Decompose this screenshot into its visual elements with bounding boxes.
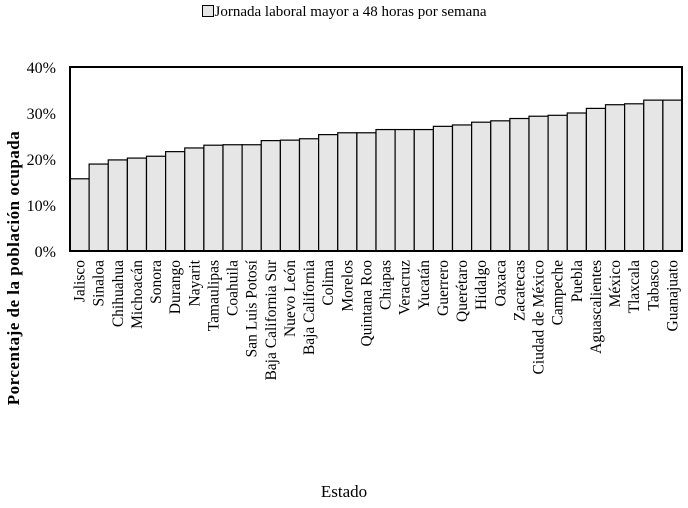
bar [184,147,205,252]
x-tick-label: Tabasco [645,260,662,311]
x-tick-label: Baja California [301,260,318,355]
bar [394,128,415,252]
bar [624,103,645,252]
x-tick-label: Puebla [569,260,586,302]
x-tick-label: Jalisco [72,260,89,302]
bar [413,128,434,252]
bar [203,144,224,252]
bar [337,132,358,252]
x-tick-label: Durango [167,260,184,314]
x-tick-label: San Luis Potosí [244,259,261,357]
x-tick-label: Hidalgo [473,260,490,310]
bar [165,151,186,252]
x-tick-label: Guanajuato [664,260,681,332]
legend-swatch [201,5,214,17]
legend: Jornada laboral mayor a 48 horas por sem… [0,4,688,21]
bar [126,157,148,252]
x-tick-label: Baja California Sur [263,259,280,380]
x-tick-label: Querétaro [454,260,471,322]
plot-frame [69,66,683,252]
x-tick-label: Aguascalientes [588,260,605,354]
x-tick-label: Nayarit [186,259,203,306]
x-tick-label: Tlaxcala [626,260,643,313]
bar [585,107,607,252]
bar [471,121,492,252]
bar [298,138,320,252]
bar [375,128,396,252]
x-tick-label: Sonora [148,260,165,304]
bar [662,99,683,252]
bar [260,140,281,252]
bar [88,163,109,252]
x-tick-label: Colima [320,260,337,306]
x-tick-label: Guerrero [435,260,452,316]
bar [509,117,530,252]
x-tick-label: México [607,260,624,308]
bar [432,125,454,252]
bar [566,112,587,252]
bar [547,114,568,252]
y-tick-label: 0% [35,244,56,261]
bar [318,134,339,252]
legend-label: Jornada laboral mayor a 48 horas por sem… [214,4,487,20]
x-tick-label: Oaxaca [492,260,509,307]
x-tick-label: Michoacán [129,260,146,329]
x-tick-label: Coahuila [225,260,242,316]
bar [451,124,473,252]
x-tick-label: Campeche [550,260,567,326]
bar [643,99,664,252]
x-tick-label: Morelos [339,260,356,312]
y-tick-label: 10% [27,198,56,215]
bar [145,155,167,252]
x-tick-label: Yucatán [416,260,433,310]
bar [69,178,90,252]
x-tick-label: Quintana Roo [358,260,375,347]
x-tick-label: Nuevo León [282,260,299,337]
x-axis-label: Estado [320,482,368,501]
x-tick-label: Veracruz [397,260,414,315]
bar [107,159,128,252]
y-tick-label: 20% [27,152,56,169]
bar [604,104,626,252]
x-tick-label: Ciudad de México [531,260,548,375]
bar [356,132,377,252]
x-tick-label: Tamaulipas [205,260,222,331]
x-tick-label: Zacatecas [511,260,528,321]
x-tick-label: Chihuahua [110,260,127,327]
bar [241,144,262,252]
bar [279,139,301,252]
bar [528,115,549,252]
y-tick-label: 40% [27,60,56,77]
bar [490,120,511,252]
y-tick-label: 30% [27,106,56,123]
bar [222,144,243,252]
x-tick-label: Sinaloa [91,260,108,307]
x-tick-label: Chiapas [378,260,395,310]
